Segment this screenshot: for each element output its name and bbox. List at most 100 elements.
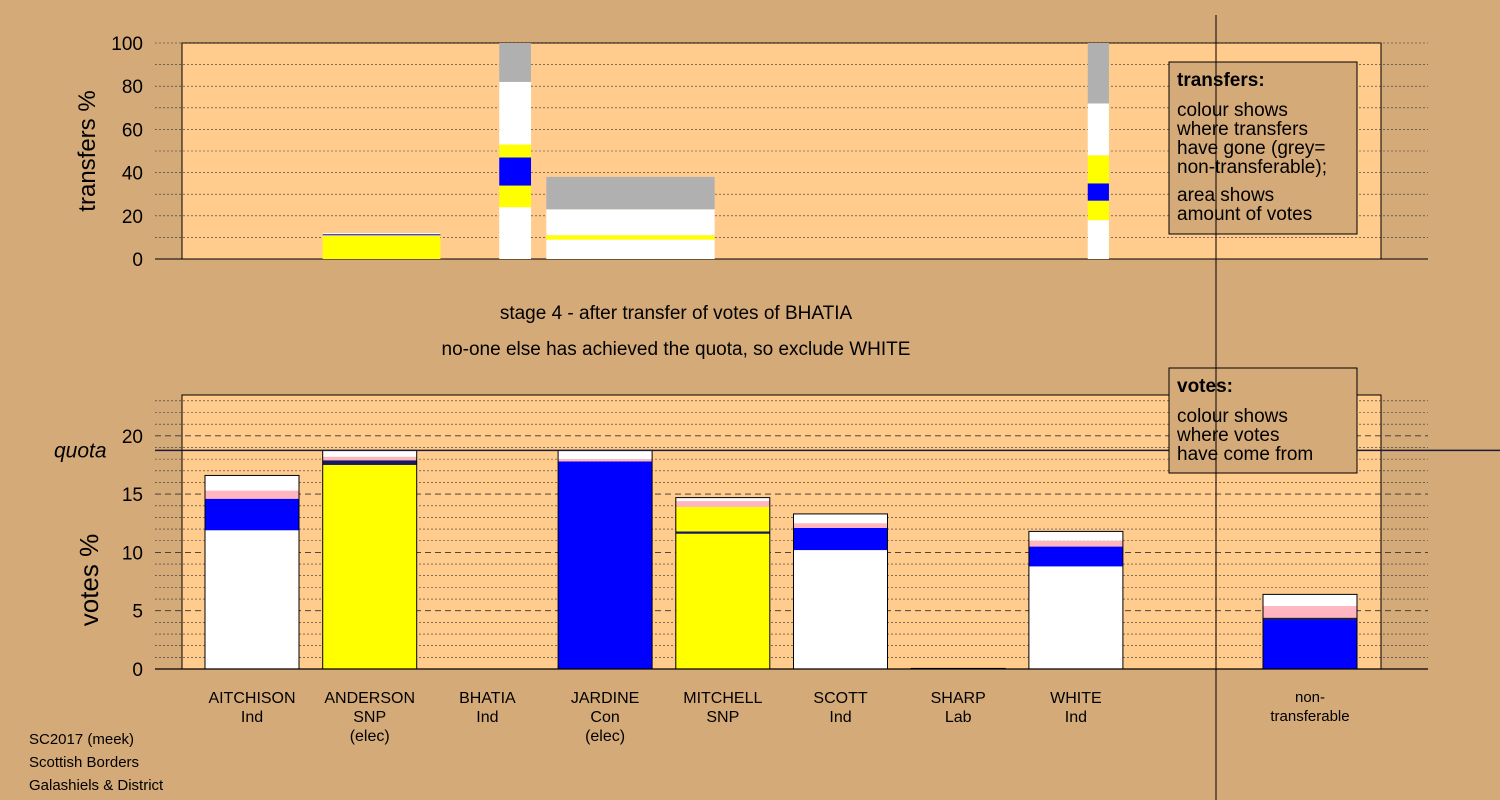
vote-segment: [1263, 606, 1357, 618]
transfer-segment: [499, 185, 532, 208]
votes-tick-label: 0: [132, 660, 143, 681]
stage-subtitle: no-one else has achieved the quota, so e…: [442, 339, 911, 360]
transfer-segment: [1087, 220, 1109, 259]
vote-bar-scott: [793, 513, 888, 670]
vote-bar-nontransferable: [1262, 593, 1358, 670]
transfer-segment: [322, 233, 441, 235]
vote-segment: [205, 530, 299, 669]
transfer-segment: [546, 176, 715, 210]
footer-line: Galashiels & District: [29, 777, 164, 794]
transfer-segment: [499, 43, 532, 82]
votes-axis-label: votes %: [74, 534, 104, 627]
transfers-tick-label: 60: [122, 120, 143, 141]
transfer-segment: [1087, 43, 1109, 104]
vote-segment: [675, 533, 770, 669]
candidate-name: SHARP: [931, 690, 986, 707]
transfer-segment: [1087, 200, 1109, 221]
candidate-label-jardine: JARDINE Con (elec): [571, 690, 639, 745]
vote-segment: [675, 501, 770, 507]
votes-legend-line: have come from: [1177, 444, 1313, 465]
vote-segment: [558, 450, 653, 460]
vote-bar-white: [1028, 530, 1124, 670]
transfer-segment: [546, 235, 715, 240]
transfers-tick-label: 100: [111, 34, 143, 55]
vote-segment: [675, 506, 770, 532]
vote-segment: [1263, 620, 1357, 669]
candidate-party: SNP: [706, 709, 739, 726]
vote-segment: [793, 527, 888, 551]
transfers-tick-label: 80: [122, 77, 143, 98]
transfers-legend-box: [1168, 61, 1358, 235]
candidate-name: ANDERSON: [324, 690, 415, 707]
vote-segment: [793, 513, 888, 524]
votes-tick-label: 15: [122, 485, 143, 506]
transfers-legend-line: non-transferable);: [1177, 157, 1327, 178]
transfer-segment: [546, 209, 715, 236]
transfer-bar: [1087, 43, 1109, 259]
quota-label: quota: [54, 439, 107, 462]
transfer-segment: [322, 235, 441, 259]
vote-segment: [322, 460, 417, 465]
candidate-label-mitchell: MITCHELL SNP: [683, 690, 762, 726]
vote-segment: [675, 497, 770, 502]
transfer-bar: [499, 43, 532, 259]
candidate-party: Lab: [945, 709, 972, 726]
vote-segment: [793, 550, 888, 669]
vote-segment: [322, 456, 417, 461]
vote-segment: [205, 490, 299, 499]
transfer-segment: [1087, 155, 1109, 184]
transfer-bar: [546, 176, 715, 259]
vote-segment: [1028, 531, 1123, 541]
transfer-segment: [499, 157, 532, 186]
candidate-name: SCOTT: [813, 690, 867, 707]
candidate-note: (elec): [350, 728, 390, 745]
transfer-segment: [322, 234, 441, 236]
candidate-party: Ind: [241, 709, 263, 726]
transfers-tick-label: 20: [122, 207, 143, 228]
transfers-legend-line: area shows: [1177, 185, 1274, 206]
candidate-label-white: WHITE Ind: [1050, 690, 1102, 726]
candidate-labels: AITCHISON Ind ANDERSON SNP (elec) BHATIA Ind JA…: [208, 689, 1349, 745]
candidate-party: Ind: [829, 709, 851, 726]
candidate-party: Ind: [1065, 709, 1087, 726]
vote-segment: [1263, 617, 1357, 621]
votes-legend-line: colour shows: [1177, 406, 1288, 427]
candidate-label-anderson: ANDERSON SNP (elec): [324, 690, 415, 745]
vote-segment: [558, 459, 653, 462]
candidate-name: BHATIA: [459, 690, 516, 707]
nontransferable-label-line: transferable: [1270, 708, 1349, 725]
votes-tick-label: 10: [122, 543, 143, 564]
nontransferable-label-line: non-: [1295, 689, 1325, 706]
vote-segment: [675, 531, 770, 534]
candidate-name: AITCHISON: [208, 690, 295, 707]
transfers-tick-label: 40: [122, 164, 143, 185]
stage-title: stage 4 - after transfer of votes of BHA…: [500, 303, 853, 324]
vote-segment: [558, 461, 653, 669]
candidate-label-sharp: SHARP Lab: [931, 690, 986, 726]
footer-line: Scottish Borders: [29, 754, 139, 771]
vote-segment: [322, 450, 417, 457]
candidate-name: WHITE: [1050, 690, 1102, 707]
candidate-name: JARDINE: [571, 690, 639, 707]
candidate-name: MITCHELL: [683, 690, 762, 707]
votes-legend-box: [1168, 367, 1358, 474]
transfer-segment: [1087, 103, 1109, 156]
vote-segment: [793, 523, 888, 528]
vote-segment: [322, 464, 417, 669]
candidate-party: SNP: [353, 709, 386, 726]
vote-bar-jardine: [557, 449, 653, 670]
vote-bar-mitchell: [675, 497, 771, 670]
votes-tick-label: 20: [122, 427, 143, 448]
transfer-segment: [499, 81, 532, 145]
transfers-axis-label: transfers %: [74, 90, 101, 211]
vote-segment: [205, 498, 299, 531]
candidate-party: Con: [590, 709, 619, 726]
vote-segment: [205, 475, 299, 491]
transfers-legend-line: colour shows: [1177, 100, 1288, 121]
votes-panel: 0 5 10 15 20 votes % quota votes: colour showswh…: [54, 367, 1500, 681]
candidate-party: Ind: [476, 709, 498, 726]
transfers-legend-line: where transfers: [1176, 119, 1308, 140]
candidate-label-scott: SCOTT Ind: [813, 690, 867, 726]
